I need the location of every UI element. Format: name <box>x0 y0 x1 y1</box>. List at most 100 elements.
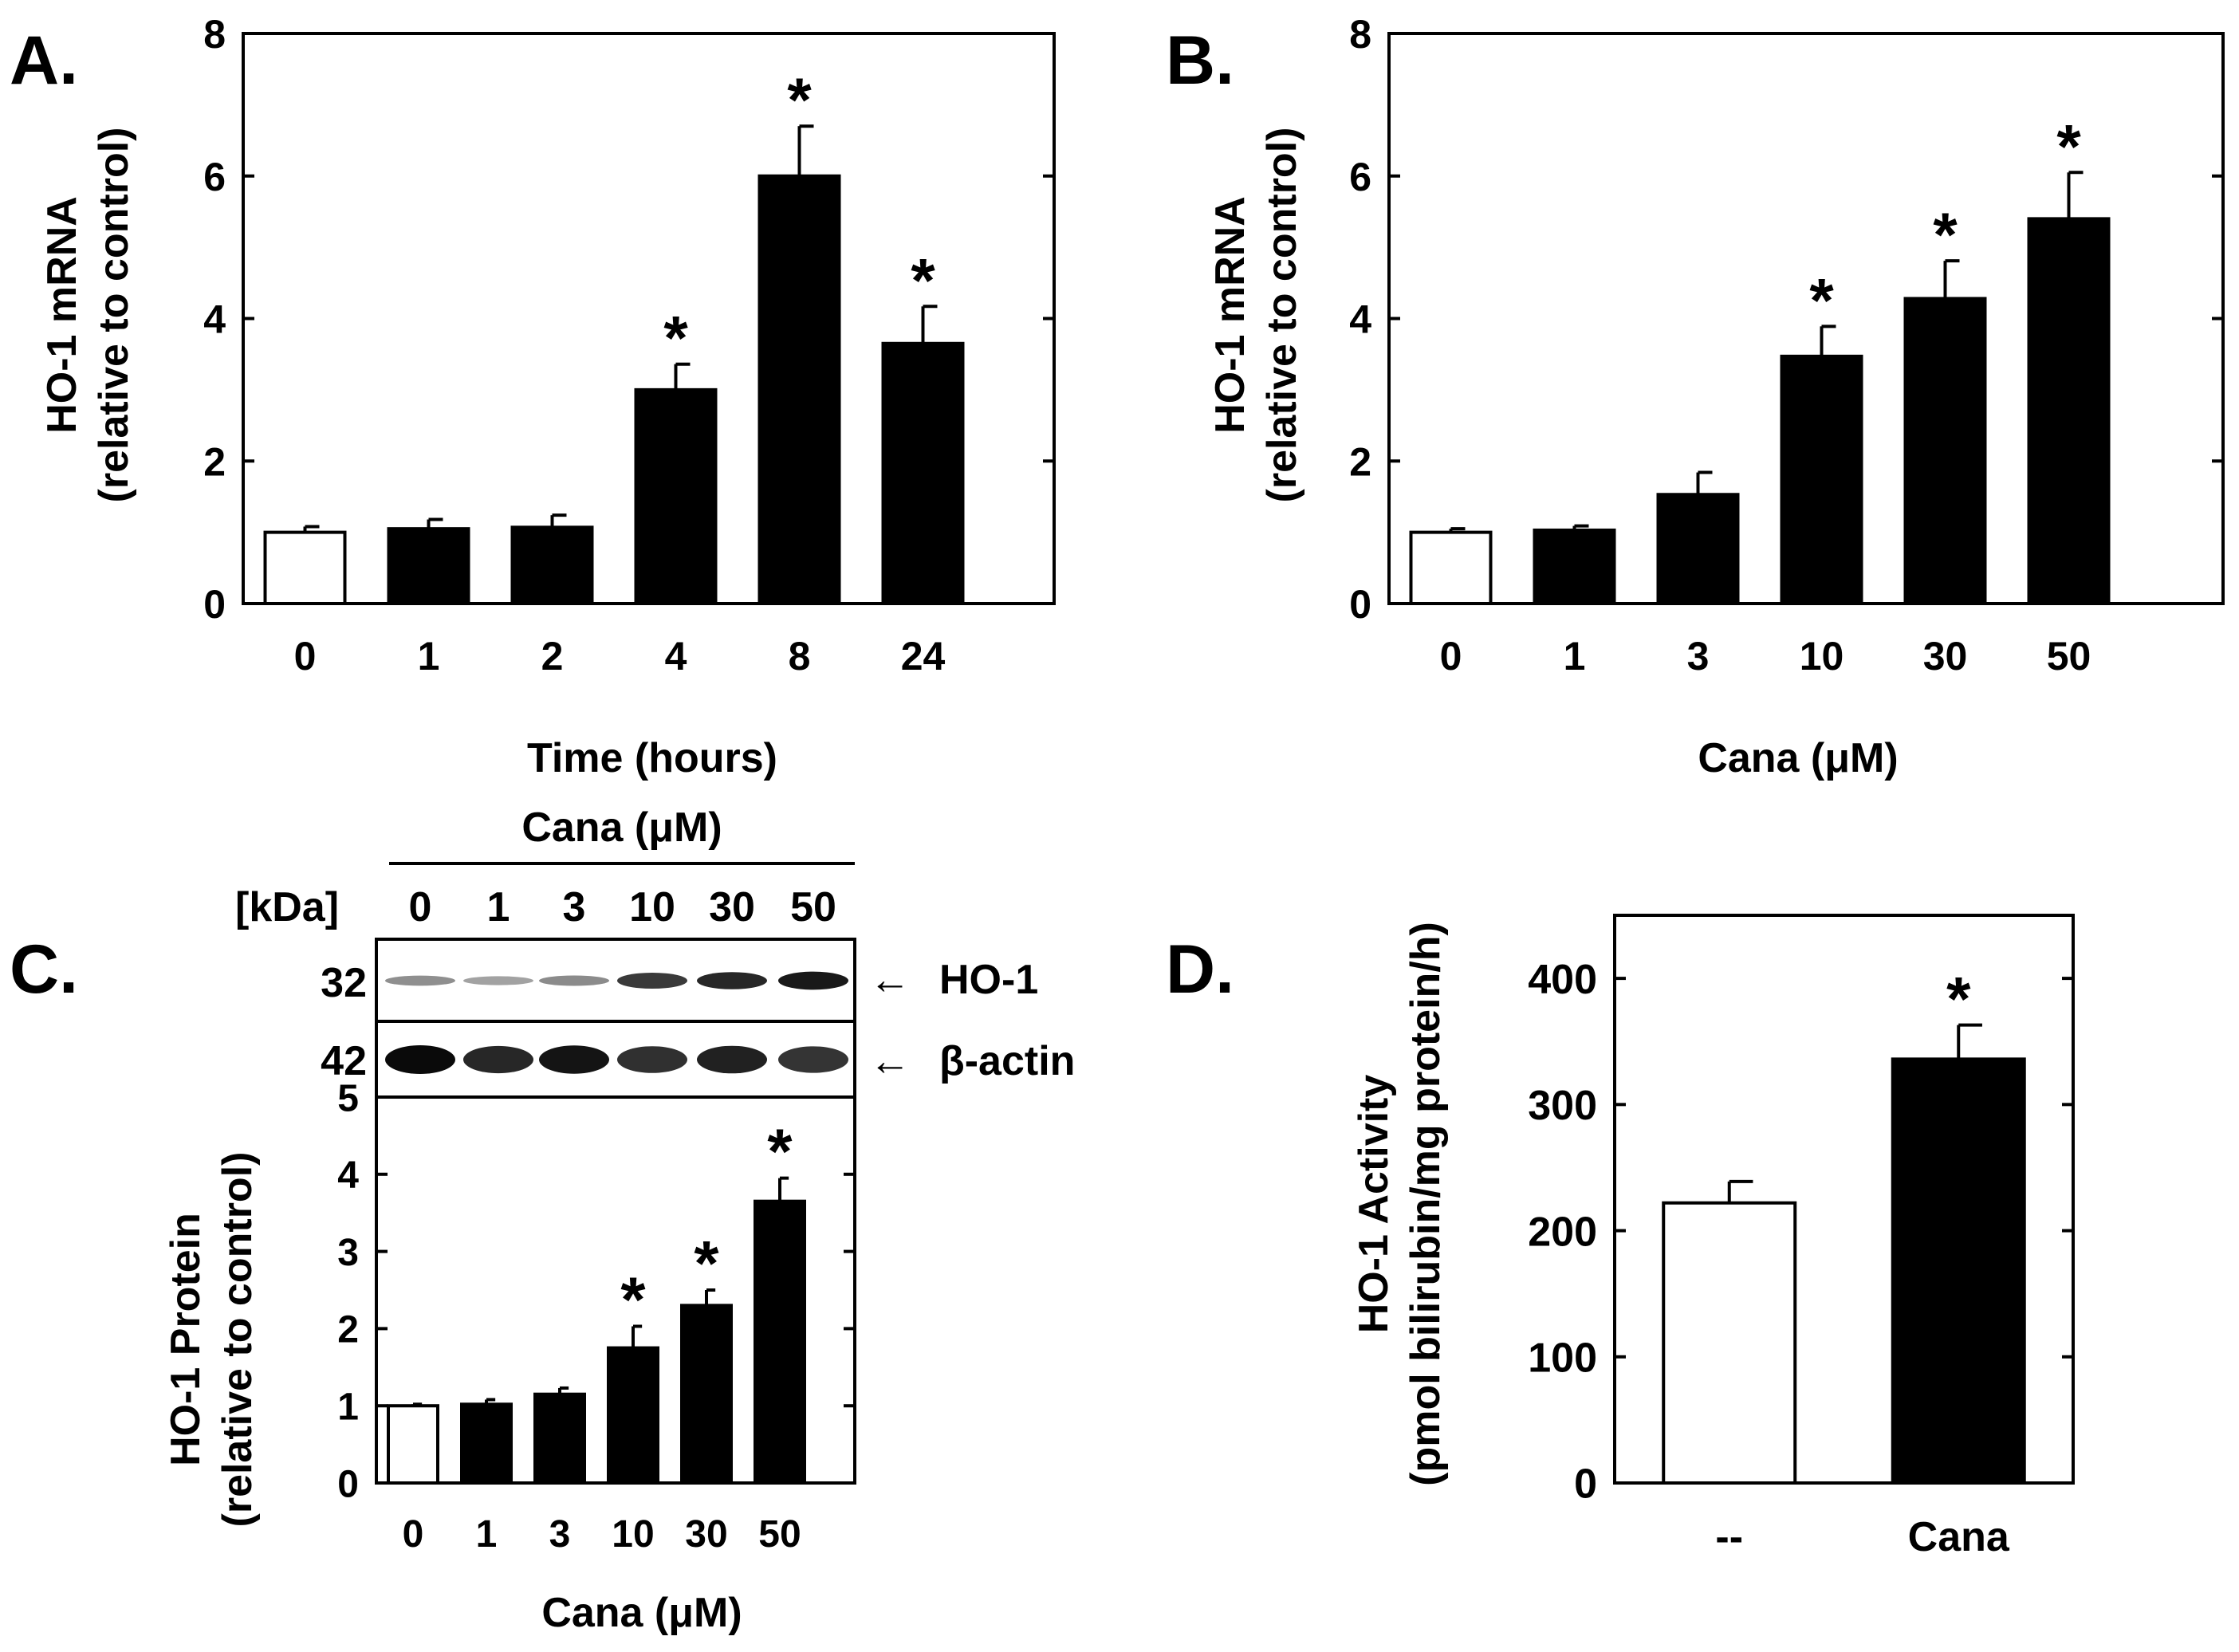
y-tick-label: 8 <box>1349 12 1371 57</box>
x-tick-label: 24 <box>901 634 946 678</box>
blot-ho1-bands <box>385 971 848 990</box>
panel-b-ylabel-line2: (relative to control) <box>1259 128 1305 503</box>
panel-d-chart: 0 100 200 300 400 -- * Cana <box>1528 914 2075 1560</box>
blot-lane-labels: 0 1 3 10 30 50 <box>409 884 836 930</box>
y-tick-label: 2 <box>337 1309 359 1351</box>
blot-lane-label: 3 <box>563 884 586 930</box>
bar <box>533 1392 586 1485</box>
blot-band <box>617 973 687 989</box>
y-tick-label: 1 <box>337 1386 359 1428</box>
bar <box>1903 297 1987 605</box>
blot-lane-label: 50 <box>790 884 836 930</box>
bar <box>680 1304 733 1485</box>
significance-star: * <box>1933 199 1958 269</box>
x-tick-label: 50 <box>2047 634 2091 678</box>
y-tick-label: 2 <box>203 439 226 484</box>
y-tick-label: 2 <box>1349 439 1371 484</box>
y-tick-label: 5 <box>337 1077 359 1119</box>
blot-lane-label: 1 <box>487 884 510 930</box>
y-tick-label: 3 <box>337 1232 359 1274</box>
panel-b-label: B. <box>1166 22 1234 99</box>
blot-header: Cana (μM) <box>521 804 722 851</box>
bar <box>757 174 841 605</box>
blot-band <box>617 1046 687 1073</box>
y-tick-label: 6 <box>1349 155 1371 199</box>
bar <box>634 387 718 605</box>
panel-a-ylabel-line2: (relative to control) <box>91 128 137 503</box>
x-tick-label: 1 <box>476 1513 498 1556</box>
panel-d-label: D. <box>1166 931 1234 1008</box>
x-tick-label: 30 <box>685 1513 727 1556</box>
x-tick-label: 3 <box>1687 634 1710 678</box>
blot-band <box>539 1045 609 1074</box>
x-tick-label: 10 <box>1800 634 1844 678</box>
blot-band <box>385 975 455 986</box>
bar <box>607 1346 659 1485</box>
bar <box>1656 493 1740 605</box>
panel-a-xlabel: Time (hours) <box>527 735 777 781</box>
panel-c-xlabel: Cana (μM) <box>541 1590 742 1636</box>
bar <box>510 525 594 606</box>
blot-row-protein: HO-1 <box>939 957 1038 1003</box>
bar <box>1533 528 1616 605</box>
blot-band <box>697 1045 767 1074</box>
x-tick-label: 4 <box>665 634 687 678</box>
blot-lane-label: 10 <box>629 884 675 930</box>
y-tick-label: 4 <box>203 297 226 342</box>
panel-c-label: C. <box>10 931 78 1008</box>
x-tick-label: 1 <box>1564 634 1586 678</box>
blot-band <box>778 971 848 990</box>
blot-band <box>385 1045 455 1074</box>
y-tick-label: 6 <box>203 155 226 199</box>
bar <box>1780 354 1863 605</box>
x-tick-label: 2 <box>541 634 564 678</box>
x-tick-label: 0 <box>1440 634 1462 678</box>
significance-star: * <box>911 245 935 315</box>
significance-star: * <box>694 1228 719 1299</box>
panel-d-ylabel-line1: HO-1 Activity <box>1351 1075 1397 1334</box>
significance-star: * <box>663 303 688 373</box>
blot-band <box>697 972 767 989</box>
blot-band <box>463 1045 533 1074</box>
panel-a-ylabel-line1: HO-1 mRNA <box>39 196 85 434</box>
blot-lane-label: 0 <box>409 884 432 930</box>
bar <box>881 341 965 605</box>
x-tick-label: Cana <box>1908 1514 2010 1560</box>
y-tick-label: 0 <box>1574 1461 1597 1508</box>
blot-band <box>778 1046 848 1073</box>
plot-frame <box>1613 914 2075 1485</box>
blot-actin-bands <box>385 1045 848 1074</box>
panel-d-ylabel-line2: (pmol bilirubin/mg protein/h) <box>1403 922 1449 1486</box>
x-tick-label: 50 <box>758 1513 801 1556</box>
significance-star: * <box>1946 964 1971 1034</box>
y-tick-label: 8 <box>203 12 226 57</box>
panel-c-ylabel-line2: (relative to control) <box>214 1152 261 1528</box>
blot-row-kda: 32 <box>321 960 367 1006</box>
significance-star: * <box>2056 111 2081 181</box>
y-tick-label: 4 <box>1349 297 1371 342</box>
bar <box>1891 1057 2026 1485</box>
panel-b-chart: 0 2 4 6 8 0 1 3 * 10 * 30 * 50 <box>1349 12 2225 678</box>
bar <box>460 1402 513 1485</box>
blot-lane-label: 30 <box>709 884 755 930</box>
x-tick-label: 0 <box>294 634 317 678</box>
bar <box>263 530 347 605</box>
bar <box>387 527 470 605</box>
significance-star: * <box>1809 265 1834 335</box>
blot-row-arrow: ← <box>869 1038 911 1084</box>
y-tick-label: 200 <box>1528 1209 1597 1255</box>
bar <box>1662 1201 1797 1485</box>
blot-row-protein: β-actin <box>939 1038 1075 1084</box>
x-tick-label: 10 <box>612 1513 654 1556</box>
y-tick-label: 300 <box>1528 1083 1597 1129</box>
significance-star: * <box>787 65 812 135</box>
x-tick-label: -- <box>1715 1514 1743 1560</box>
x-tick-label: 30 <box>1923 634 1968 678</box>
y-tick-label: 0 <box>1349 582 1371 627</box>
y-tick-label: 0 <box>203 582 226 627</box>
y-tick-label: 400 <box>1528 957 1597 1003</box>
